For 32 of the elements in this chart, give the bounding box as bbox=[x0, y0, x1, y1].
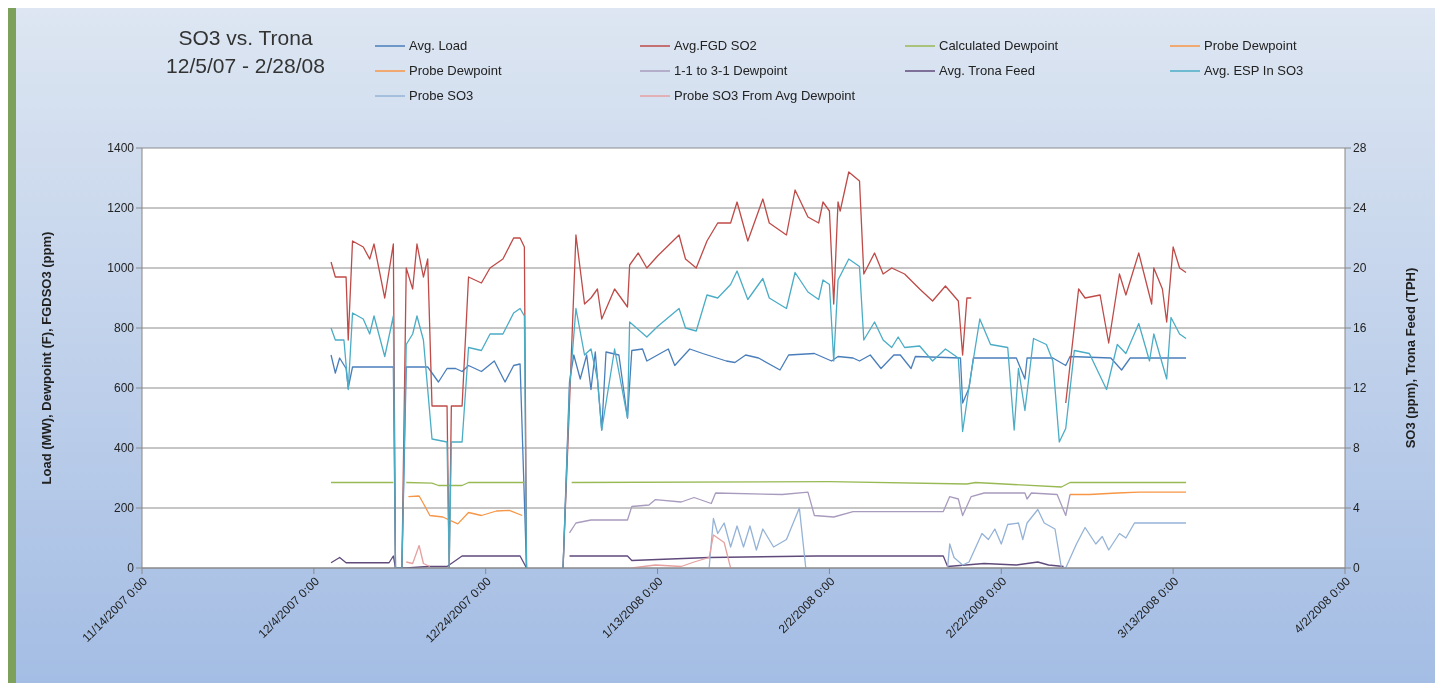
y-tick-label: 1400 bbox=[107, 141, 135, 156]
y2-tick-label: 12 bbox=[1353, 381, 1367, 396]
legend-label: Probe SO3 bbox=[409, 88, 474, 103]
y-axis-title: Load (MW), Dewpoint (F), FGDSO3 (ppm) bbox=[38, 231, 54, 485]
y2-tick-label: 24 bbox=[1353, 201, 1367, 216]
y-tick-label: 600 bbox=[113, 381, 135, 396]
line-series bbox=[407, 495, 523, 525]
legend-label: Avg. ESP In SO3 bbox=[1204, 63, 1304, 78]
y2-axis-title: SO3 (ppm), Trona Feed (TPH) bbox=[1402, 267, 1418, 449]
y-tick-label: 0 bbox=[127, 561, 135, 576]
chart-title: SO3 vs. Trona bbox=[178, 26, 313, 49]
y2-tick-label: 4 bbox=[1353, 501, 1360, 516]
y-tick-label: 200 bbox=[113, 501, 135, 516]
y2-tick-label: 0 bbox=[1353, 561, 1360, 576]
legend-label: Probe Dewpoint bbox=[1204, 38, 1297, 53]
y2-tick-label: 8 bbox=[1353, 441, 1360, 456]
legend-label: Avg.FGD SO2 bbox=[674, 38, 757, 53]
legend-label: Probe Dewpoint bbox=[409, 63, 502, 78]
y2-tick-label: 16 bbox=[1353, 321, 1367, 336]
legend-label: Avg. Trona Feed bbox=[939, 63, 1035, 78]
y-tick-label: 1200 bbox=[107, 201, 135, 216]
legend-label: Avg. Load bbox=[409, 38, 468, 53]
chart-subtitle: 12/5/07 - 2/28/08 bbox=[166, 54, 325, 77]
y-tick-label: 400 bbox=[113, 441, 135, 456]
y-tick-label: 800 bbox=[113, 321, 135, 336]
legend-label: 1-1 to 3-1 Dewpoint bbox=[674, 63, 788, 78]
legend-label: Probe SO3 From Avg Dewpoint bbox=[674, 88, 856, 103]
y-tick-label: 1000 bbox=[107, 261, 135, 276]
line-series bbox=[568, 491, 1071, 534]
legend-label: Calculated Dewpoint bbox=[939, 38, 1059, 53]
y2-tick-label: 28 bbox=[1353, 141, 1367, 156]
y2-tick-label: 20 bbox=[1353, 261, 1367, 276]
